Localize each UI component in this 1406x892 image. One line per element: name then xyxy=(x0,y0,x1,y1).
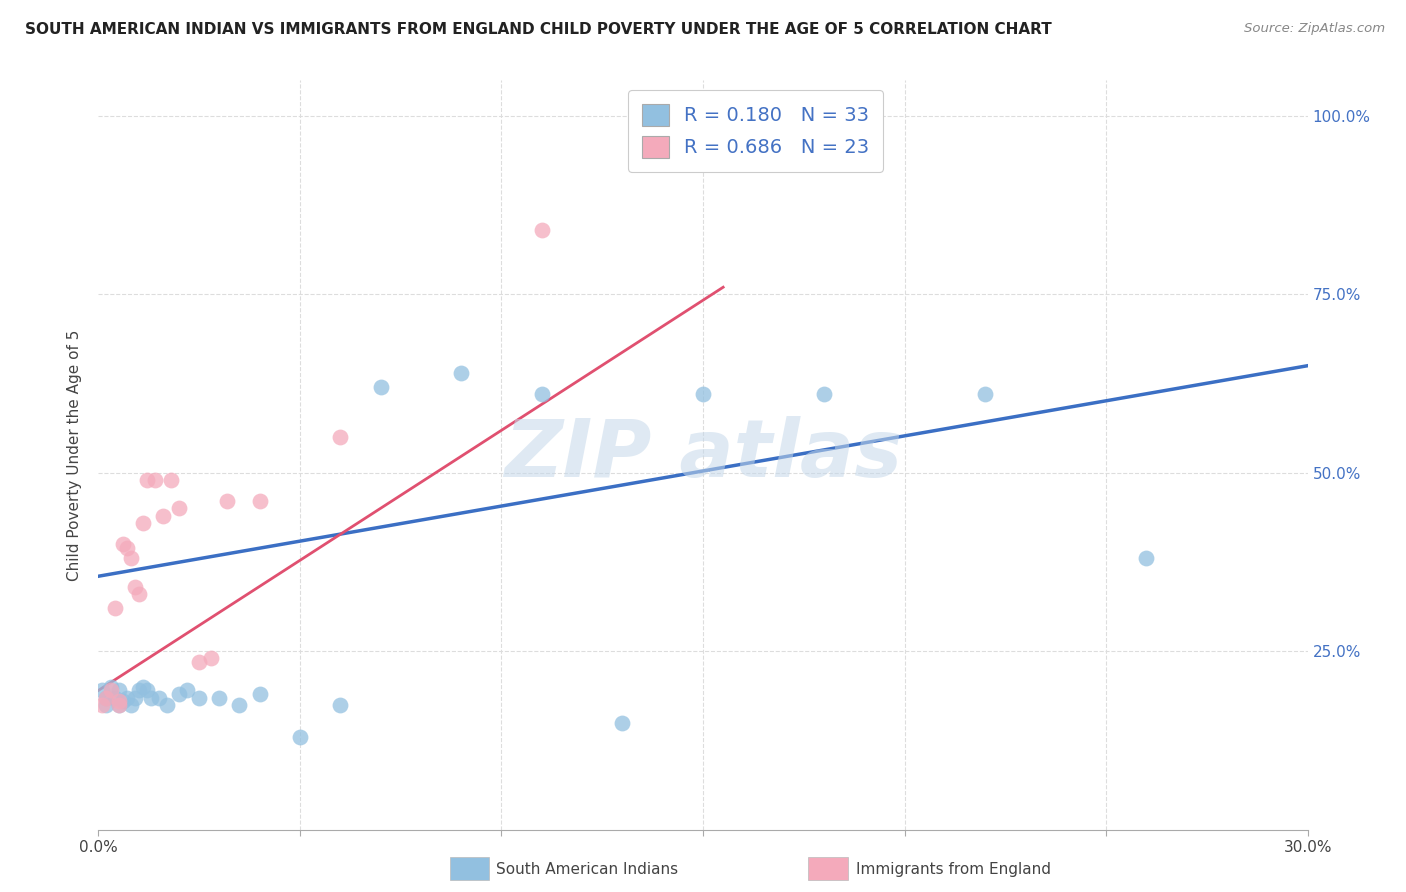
Point xyxy=(148,690,170,705)
Point xyxy=(128,683,150,698)
Point xyxy=(208,690,231,705)
Point xyxy=(107,698,129,712)
Point xyxy=(176,683,198,698)
Legend: R = 0.180   N = 33, R = 0.686   N = 23: R = 0.180 N = 33, R = 0.686 N = 23 xyxy=(628,90,883,172)
Point xyxy=(530,387,553,401)
Text: Source: ZipAtlas.com: Source: ZipAtlas.com xyxy=(1244,22,1385,36)
Y-axis label: Child Poverty Under the Age of 5: Child Poverty Under the Age of 5 xyxy=(67,329,83,581)
Point xyxy=(974,387,997,401)
Point xyxy=(124,690,146,705)
Point xyxy=(96,690,118,705)
Point xyxy=(96,698,118,712)
Point xyxy=(96,690,118,705)
Point xyxy=(100,683,122,698)
Point xyxy=(329,698,352,712)
Text: Immigrants from England: Immigrants from England xyxy=(856,863,1052,877)
Point xyxy=(188,655,211,669)
Point xyxy=(103,690,125,705)
Point xyxy=(91,683,114,698)
Point xyxy=(124,580,146,594)
Point xyxy=(1135,551,1157,566)
Point xyxy=(249,494,271,508)
Point xyxy=(450,366,472,380)
Point xyxy=(288,730,311,744)
Point xyxy=(152,508,174,523)
Point xyxy=(135,473,157,487)
Point xyxy=(132,516,155,530)
Point xyxy=(143,473,166,487)
Point xyxy=(111,537,134,551)
Point xyxy=(188,690,211,705)
Point xyxy=(115,690,138,705)
Point xyxy=(530,223,553,237)
Point xyxy=(100,680,122,694)
Point xyxy=(139,690,162,705)
Point xyxy=(200,651,222,665)
Point xyxy=(135,683,157,698)
Point xyxy=(107,694,129,708)
Point xyxy=(329,430,352,444)
Point xyxy=(115,541,138,555)
Point xyxy=(107,683,129,698)
Point xyxy=(111,694,134,708)
Point xyxy=(612,715,634,730)
Point xyxy=(692,387,714,401)
Point xyxy=(167,501,190,516)
Point xyxy=(156,698,179,712)
Point xyxy=(128,587,150,601)
Text: SOUTH AMERICAN INDIAN VS IMMIGRANTS FROM ENGLAND CHILD POVERTY UNDER THE AGE OF : SOUTH AMERICAN INDIAN VS IMMIGRANTS FROM… xyxy=(25,22,1052,37)
Text: ZIP atlas: ZIP atlas xyxy=(503,416,903,494)
Point xyxy=(107,698,129,712)
Point xyxy=(228,698,250,712)
Point xyxy=(167,687,190,701)
Point xyxy=(120,551,142,566)
Point xyxy=(249,687,271,701)
Point xyxy=(813,387,835,401)
Point xyxy=(103,601,125,615)
Point xyxy=(132,680,155,694)
Point xyxy=(120,698,142,712)
Point xyxy=(160,473,183,487)
Point xyxy=(91,698,114,712)
Point xyxy=(370,380,392,394)
Text: South American Indians: South American Indians xyxy=(496,863,679,877)
Point xyxy=(217,494,239,508)
